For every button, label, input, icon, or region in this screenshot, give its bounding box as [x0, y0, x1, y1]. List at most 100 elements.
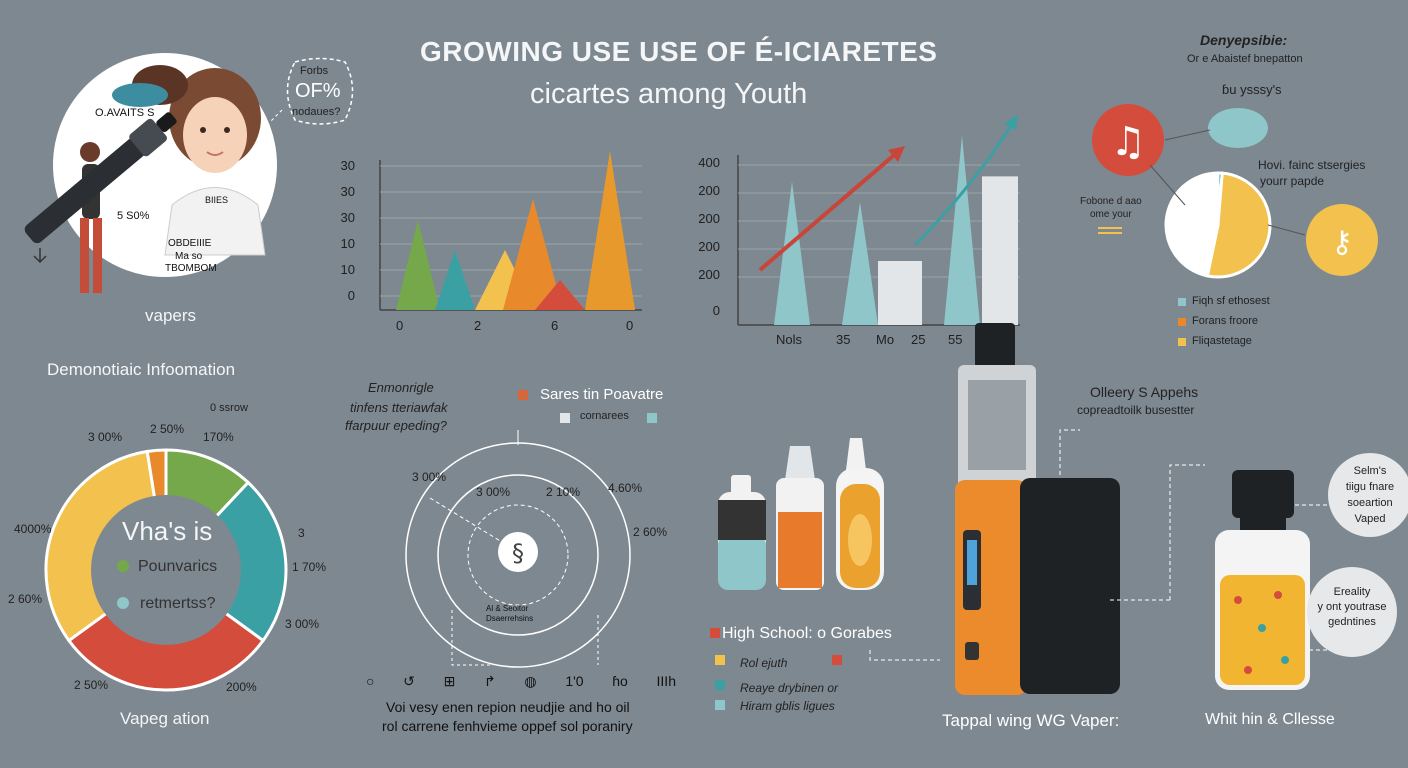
music-icon: ♫: [1110, 119, 1146, 165]
mod-caption: Tappal wing WG Vaper:: [942, 711, 1120, 730]
bubble1-line-3: Vaped: [1354, 513, 1386, 525]
refresh-icon[interactable]: ↺: [403, 673, 415, 689]
c2-xtick: Nols: [776, 332, 803, 347]
c2-bar: [774, 181, 810, 325]
donut-label-8: 2 60%: [8, 592, 43, 606]
portrait-label-b3: TBOMBOM: [165, 263, 217, 274]
c2-xtick: 55: [948, 332, 963, 347]
c2-ytick: 200: [698, 239, 720, 254]
legend-dot-teal: [117, 597, 129, 609]
donut-label-1: 2 50%: [150, 422, 185, 436]
right-note-left-2: ome your: [1090, 209, 1132, 220]
vapers-caption: vapers: [145, 306, 197, 325]
donut-label-2: 170%: [203, 430, 234, 444]
c2-bar: [878, 260, 922, 325]
c1-ytick: 30: [340, 184, 355, 199]
c1-peak: [435, 250, 475, 310]
circle-q1: Enmonrigle: [368, 380, 434, 395]
bubble2-line-2: gedntines: [1328, 616, 1376, 628]
key-icon: ⚷: [1331, 225, 1353, 260]
products-legend-1: Rol ejuth: [740, 656, 788, 670]
circle-center-text-2: Dsaerrehsins: [486, 614, 534, 623]
products-legend-title: High School: o Gorabes: [722, 625, 892, 642]
mod-drip-tip: [975, 323, 1015, 368]
c1-peak: [585, 151, 635, 310]
donut-label-4: 1 70%: [292, 560, 327, 574]
c1-peak: [396, 220, 440, 310]
trend-arrow-teal: [913, 119, 1017, 247]
right-pie-slice: [1164, 171, 1220, 278]
circle-legend-sub: cornarees: [580, 410, 629, 422]
grid-icon[interactable]: ⊞: [443, 673, 456, 689]
products-legend-2: Reaye drybinen or: [740, 681, 839, 695]
speech-bubble: [286, 57, 354, 125]
bottle-caption: Whit hin & Cllesse: [1205, 711, 1335, 728]
donut-label-6: 200%: [226, 680, 257, 694]
circle-label-1: 3 00%: [476, 485, 511, 499]
right-note-mid-2: yourr papde: [1260, 174, 1325, 188]
circle-label-0: 3 00%: [412, 470, 447, 484]
circle-label-2: 2 10%: [546, 485, 581, 499]
circle-icon-5[interactable]: 1'0: [565, 673, 584, 689]
info-bubble-2: [1307, 567, 1397, 657]
right-note-left-1: Fobone d aao: [1080, 196, 1142, 207]
circle-q2: tinfens tteriawfak: [350, 400, 448, 415]
c2-ytick: 200: [698, 183, 720, 198]
portrait-label-top: O.AVAITS S: [95, 107, 155, 119]
right-legend-swatch: [1178, 298, 1186, 306]
mod-fire-button: [965, 642, 979, 660]
trend-arrow-red: [758, 148, 902, 272]
right-legend-label: Fliqastetage: [1192, 335, 1252, 347]
circle-icon-row: ○ ↺ ⊞ ↱ ◍ 1'0 ɦo IIIh: [366, 673, 676, 690]
circle-caption-2: rol carrene fenhvieme oppef sol poraniry: [382, 718, 633, 734]
bubble2-line-0: Ereality: [1333, 586, 1371, 598]
c1-peak: [503, 199, 563, 310]
c2-bar: [982, 176, 1018, 325]
speech-line-2: OF%: [295, 80, 341, 102]
bars-icon[interactable]: IIIh: [656, 673, 676, 689]
info-bubble-2-text: Ereality y ont youtrase gedntines: [1308, 585, 1396, 630]
mod-note-1: Olleery S Appehs: [1090, 384, 1199, 400]
donut-caption: Vapeg ation: [120, 709, 210, 728]
legend-dot-green: [117, 560, 129, 572]
circle-label-3: 4.60%: [608, 481, 643, 495]
right-note-top: ɓu ysssy's: [1222, 82, 1282, 97]
circle-caption-1: Voi vesy enen repion neudjie and ho oil: [386, 699, 630, 715]
eliquid-cap: [1232, 470, 1294, 518]
info-bubble-1-text: Selm's tiigu fnare soeartion Vaped: [1328, 463, 1408, 527]
c1-ytick: 10: [340, 262, 355, 277]
c1-ytick: 30: [340, 158, 355, 173]
right-legend-swatch: [1178, 338, 1186, 346]
bubble1-line-1: tiigu fnare: [1345, 481, 1395, 493]
circle-legend-title: Sares tin Poavatre: [540, 386, 664, 403]
page-title: GROWING USE USE OF É-ICIARETES: [420, 36, 938, 67]
c2-xtick: 25: [911, 332, 926, 347]
c2-ytick: 200: [698, 267, 720, 282]
vape-pen-icon: [24, 112, 177, 244]
c1-xtick: 0: [626, 318, 634, 333]
c1-xtick: 0: [396, 318, 404, 333]
shirt-text: BIIES: [205, 195, 229, 205]
c2-bar: [944, 135, 980, 325]
donut-label-7: 2 50%: [74, 678, 109, 692]
circle-q3: ffarpuur epeding?: [345, 418, 447, 433]
circle-icon-6[interactable]: ɦo: [612, 673, 628, 689]
right-legend-label: Forans froore: [1192, 315, 1259, 327]
donut-center-title: Vha's is: [122, 516, 213, 546]
right-note-mid-1: Hovi. fainc stsergies: [1258, 158, 1366, 172]
portrait-label-b2: Ma so: [175, 251, 203, 262]
circle-icon-0[interactable]: ○: [366, 673, 375, 689]
face-shape: [183, 97, 247, 173]
donut-legend-2: retmertss?: [140, 595, 216, 612]
info-bubble-1: [1328, 453, 1408, 537]
right-legend-swatch: [1178, 318, 1186, 326]
portrait-label-b1: OBDEIIIE: [168, 238, 212, 249]
demo-corner-note: 0 ssrow: [210, 402, 248, 414]
target-icon[interactable]: ◍: [524, 673, 537, 689]
c1-xtick: 6: [551, 318, 559, 333]
arrow-icon[interactable]: ↱: [484, 673, 496, 689]
c2-xtick: Mo: [876, 332, 895, 347]
speech-line-1: Forbs: [300, 65, 329, 77]
music-icon-circle: [1092, 104, 1164, 176]
